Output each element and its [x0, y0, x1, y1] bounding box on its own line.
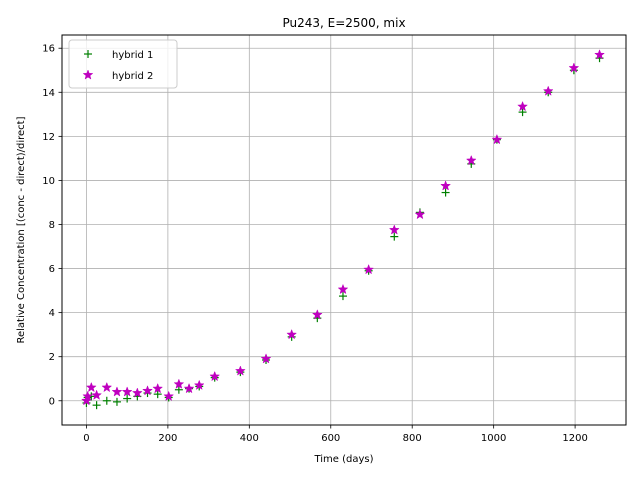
- y-tick-label: 4: [49, 308, 55, 319]
- data-point: [517, 100, 528, 112]
- data-point: [121, 386, 133, 397]
- data-point: [234, 365, 246, 376]
- data-point: [91, 389, 103, 400]
- legend-marker-hybrid-1: [84, 50, 92, 58]
- data-point: [260, 353, 272, 364]
- data-point: [193, 379, 205, 390]
- x-tick-label: 400: [240, 433, 259, 444]
- legend-label-hybrid-2: hybrid 2: [112, 71, 153, 82]
- plot-frame: [61, 34, 627, 426]
- data-point: [414, 208, 426, 220]
- data-point: [174, 385, 183, 394]
- data-point: [363, 263, 375, 275]
- data-point: [82, 390, 94, 401]
- data-point: [440, 180, 452, 191]
- data-point: [311, 309, 323, 320]
- y-tick-label: 0: [49, 396, 55, 407]
- data-point: [173, 378, 185, 389]
- data-point: [163, 390, 175, 401]
- y-axis-label: Relative Concentration [(conc - direct)/…: [16, 116, 27, 343]
- data-point: [101, 381, 113, 393]
- data-point: [337, 283, 349, 295]
- y-axis-ticks: 0 2 4 6 8 10 12 14 16: [42, 44, 62, 407]
- data-point: [92, 401, 101, 410]
- x-tick-label: 1000: [481, 433, 506, 444]
- legend-marker-symbol: [84, 50, 92, 58]
- data-point: [85, 381, 97, 393]
- x-tick-label: 800: [403, 433, 422, 444]
- data-point: [441, 188, 450, 197]
- data-point: [568, 62, 580, 73]
- data-point: [111, 386, 123, 397]
- data-point: [112, 397, 121, 406]
- data-point: [209, 370, 221, 382]
- y-tick-label: 12: [42, 132, 55, 143]
- data-point: [542, 85, 554, 96]
- data-point: [123, 394, 132, 403]
- data-point: [518, 108, 527, 117]
- y-tick-label: 8: [49, 220, 55, 231]
- data-point: [338, 292, 347, 301]
- x-tick-label: 600: [321, 433, 340, 444]
- data-point: [390, 232, 399, 241]
- x-tick-label: 1200: [562, 433, 587, 444]
- data-point: [102, 396, 111, 405]
- legend-label-hybrid-1: hybrid 1: [112, 50, 153, 61]
- y-tick-label: 2: [49, 352, 55, 363]
- x-tick-label: 200: [158, 433, 177, 444]
- series-hybrid-2: [81, 49, 605, 406]
- y-tick-label: 10: [42, 176, 55, 187]
- data-point: [388, 224, 400, 235]
- x-axis-ticks: 0 200 400 600 800 1000 1200: [83, 425, 588, 444]
- y-tick-label: 16: [42, 44, 55, 55]
- chart-title: Pu243, E=2500, mix: [282, 16, 405, 30]
- y-tick-label: 14: [42, 88, 55, 99]
- data-point: [491, 133, 503, 145]
- y-tick-label: 6: [49, 264, 55, 275]
- data-point: [152, 382, 164, 394]
- legend: hybrid 1 hybrid 2: [68, 39, 178, 89]
- data-point: [142, 385, 153, 396]
- series-layer: [81, 49, 605, 410]
- data-point: [286, 328, 298, 340]
- x-tick-label: 0: [83, 433, 89, 444]
- legend-marker-symbol: [82, 69, 94, 80]
- legend-box: [68, 39, 178, 89]
- data-point: [131, 387, 143, 398]
- legend-marker-hybrid-2: [82, 69, 94, 80]
- data-point: [153, 390, 162, 399]
- grid: [62, 35, 626, 425]
- x-axis-label: Time (days): [313, 454, 373, 465]
- data-point: [183, 382, 195, 394]
- data-point: [594, 49, 605, 60]
- data-point: [465, 154, 477, 166]
